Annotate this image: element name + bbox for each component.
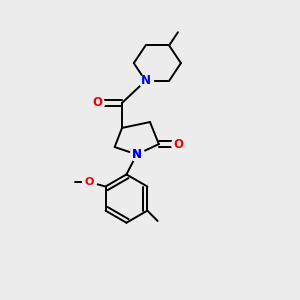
Text: N: N <box>132 148 142 161</box>
Text: O: O <box>85 177 94 187</box>
Text: N: N <box>141 74 151 87</box>
Text: O: O <box>92 96 102 110</box>
Text: O: O <box>173 138 183 151</box>
Text: N: N <box>132 148 142 161</box>
